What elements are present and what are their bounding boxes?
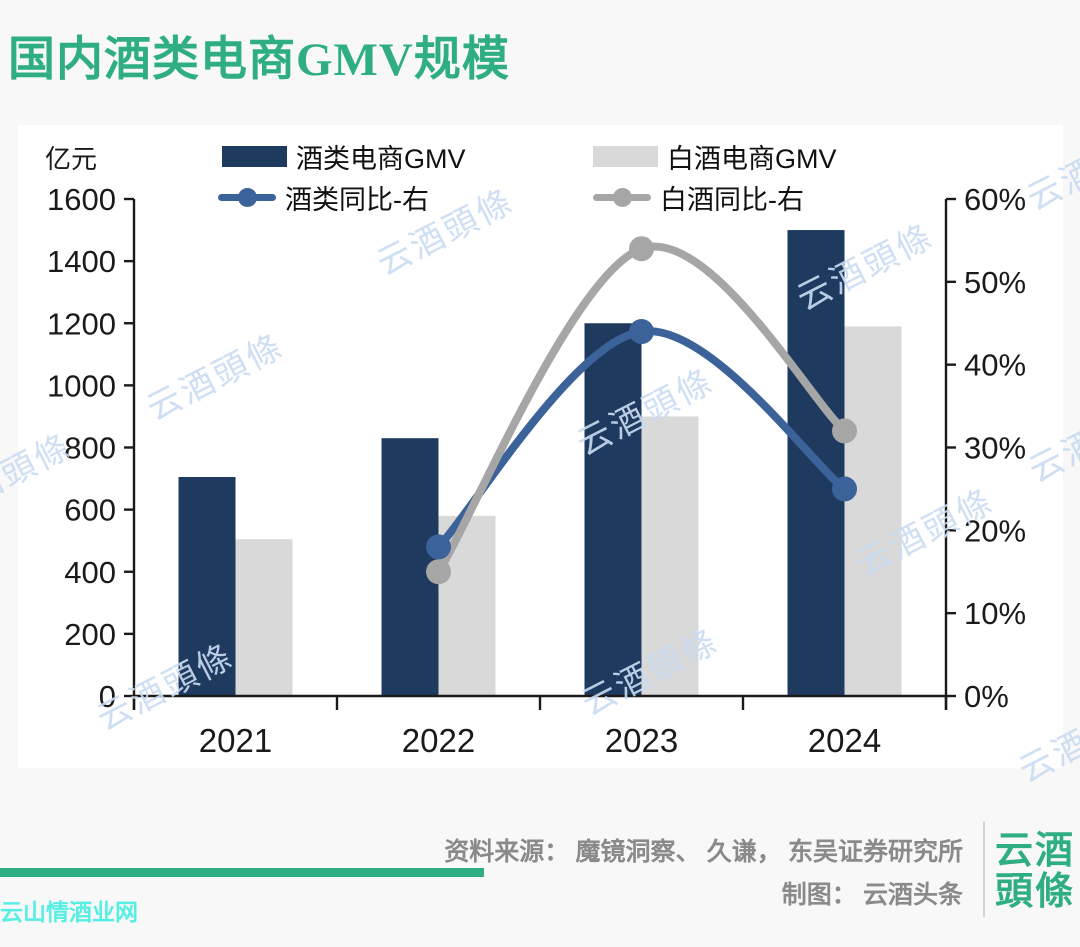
logo-divider <box>983 822 985 917</box>
legend-item-line-baijiu: 白酒同比-右 <box>593 178 804 217</box>
right-axis-tick-label: 60% <box>964 182 1026 217</box>
left-axis-tick-label: 1600 <box>47 182 116 217</box>
bar-酒类电商GMV-2021 <box>178 477 236 696</box>
left-axis-tick-label: 800 <box>64 431 116 466</box>
chart-plot: 0 200 400 600 800 1000 1200 1400 1600 0% 10% 20% 30%… <box>47 182 1026 759</box>
right-axis-tick-label: 40% <box>964 348 1026 383</box>
legend-item-bar-jiulei: 酒类电商GMV <box>222 137 466 176</box>
right-axis-tick-label: 10% <box>964 596 1026 631</box>
bar-白酒电商GMV-2021 <box>235 539 293 696</box>
left-axis-tick-label: 1200 <box>47 306 116 341</box>
x-axis-category-label: 2021 <box>199 722 272 759</box>
page-title: 国内酒类电商GMV规模 <box>8 34 510 86</box>
bar-白酒电商GMV-2023 <box>641 416 699 696</box>
left-axis-tick-label: 600 <box>64 493 116 528</box>
legend-line-marker-gray <box>593 187 651 208</box>
legend-swatch-jiulei-gmv <box>222 146 287 167</box>
brand-logo: 云酒 頭條 <box>995 831 1075 913</box>
marker-酒类同比-右 <box>426 534 451 560</box>
marker-白酒同比-右 <box>832 418 857 444</box>
legend-label: 酒类电商GMV <box>296 144 466 174</box>
footer-green-divider <box>0 868 484 877</box>
left-axis-tick-label: 0 <box>99 679 116 714</box>
credit-text: 制图： 云酒头条 <box>781 882 963 909</box>
legend-swatch-baijiu-gmv <box>593 146 658 167</box>
source-text: 资料来源： 魔镜洞察、 久谦， 东吴证券研究所 <box>444 839 963 866</box>
legend-line-marker-blue <box>218 187 276 208</box>
right-axis-tick-label: 0% <box>964 679 1009 714</box>
right-axis-tick-label: 30% <box>964 431 1026 466</box>
bar-酒类电商GMV-2023 <box>584 323 642 696</box>
left-axis-unit-label: 亿元 <box>45 144 98 174</box>
marker-酒类同比-右 <box>832 476 857 502</box>
legend-label: 酒类同比-右 <box>285 185 429 215</box>
marker-白酒同比-右 <box>426 559 451 585</box>
legend-label: 白酒同比-右 <box>660 185 804 215</box>
marker-白酒同比-右 <box>629 236 654 262</box>
left-axis-tick-label: 1000 <box>47 368 116 403</box>
left-axis-tick-label: 200 <box>64 617 116 652</box>
x-axis-category-label: 2023 <box>605 722 678 759</box>
legend-item-line-jiulei: 酒类同比-右 <box>218 178 429 217</box>
right-axis-tick-label: 50% <box>964 265 1026 300</box>
marker-酒类同比-右 <box>629 319 654 345</box>
left-axis-tick-label: 1400 <box>47 244 116 279</box>
right-axis-tick-label: 20% <box>964 513 1026 548</box>
brand-logo-line1: 云酒 <box>995 830 1076 872</box>
chart-panel: 亿元 酒类电商GMV 白酒电商GMV 酒类同比-右 白酒同比-右 0 200 400… <box>18 125 1063 768</box>
legend-label: 白酒电商GMV <box>667 144 837 174</box>
bar-白酒电商GMV-2024 <box>844 326 902 696</box>
x-axis-category-label: 2022 <box>402 722 475 759</box>
corner-watermark: 云山情酒业网 <box>0 899 138 925</box>
x-axis-category-label: 2024 <box>808 722 881 759</box>
legend-item-bar-baijiu: 白酒电商GMV <box>593 137 837 176</box>
left-axis-tick-label: 400 <box>64 555 116 590</box>
brand-logo-line2: 頭條 <box>995 871 1076 913</box>
